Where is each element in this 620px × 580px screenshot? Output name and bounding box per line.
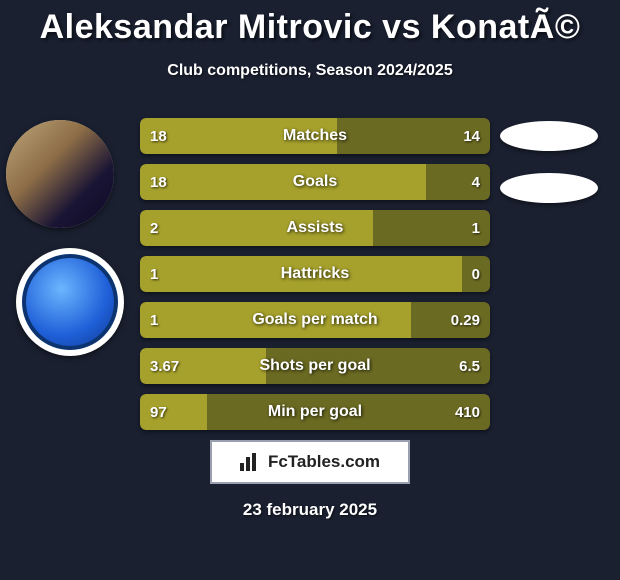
stat-row: 3.676.5Shots per goal (140, 348, 490, 384)
stat-value-right: 0 (472, 256, 480, 292)
bar-right (266, 348, 490, 384)
page-title: Aleksandar Mitrovic vs KonatÃ© (0, 8, 620, 47)
stat-row: 10.29Goals per match (140, 302, 490, 338)
stat-row: 97410Min per goal (140, 394, 490, 430)
stat-value-left: 18 (150, 164, 167, 200)
bar-right (426, 164, 490, 200)
stat-row: 1814Matches (140, 118, 490, 154)
stat-value-left: 18 (150, 118, 167, 154)
stat-row: 10Hattricks (140, 256, 490, 292)
stat-value-right: 4 (472, 164, 480, 200)
date-label: 23 february 2025 (0, 500, 620, 520)
bar-left (140, 164, 426, 200)
subtitle: Club competitions, Season 2024/2025 (0, 62, 620, 80)
club-badge-inner (22, 254, 118, 350)
bar-left (140, 302, 411, 338)
stat-value-left: 2 (150, 210, 158, 246)
stat-value-left: 1 (150, 256, 158, 292)
stat-value-right: 6.5 (459, 348, 480, 384)
stat-value-right: 0.29 (451, 302, 480, 338)
stat-value-left: 1 (150, 302, 158, 338)
stat-value-left: 3.67 (150, 348, 179, 384)
brand-label: FcTables.com (268, 452, 380, 472)
bar-left (140, 118, 337, 154)
stat-value-right: 1 (472, 210, 480, 246)
stat-value-right: 410 (455, 394, 480, 430)
bar-right (207, 394, 490, 430)
player2-club-badge (500, 173, 598, 203)
stat-row: 184Goals (140, 164, 490, 200)
stat-value-left: 97 (150, 394, 167, 430)
player2-avatar (500, 121, 598, 151)
brand-barchart-icon (240, 453, 262, 471)
player1-club-badge (16, 248, 124, 356)
stat-value-right: 14 (463, 118, 480, 154)
brand-box: FcTables.com (210, 440, 410, 484)
stat-row: 21Assists (140, 210, 490, 246)
comparison-bars: 1814Matches184Goals21Assists10Hattricks1… (140, 118, 490, 440)
player1-avatar (6, 120, 114, 228)
bar-left (140, 210, 373, 246)
bar-left (140, 256, 462, 292)
